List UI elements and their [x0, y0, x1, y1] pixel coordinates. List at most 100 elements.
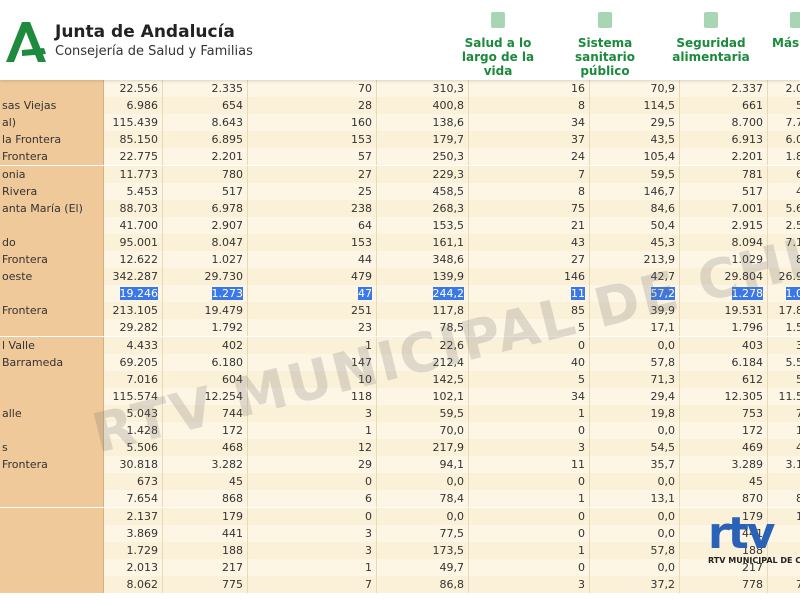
cell: 2.137: [104, 507, 163, 525]
cell: 3.1: [768, 456, 800, 474]
cell-text: 11.5: [778, 389, 800, 403]
cell-text: 85.150: [119, 133, 159, 147]
cell: 45: [680, 473, 768, 491]
cell: 45,3: [590, 233, 680, 251]
cell: 654: [163, 97, 248, 115]
cell: 179,7: [377, 131, 469, 149]
cell-text: 19.246: [119, 287, 158, 301]
cell-text: 780: [222, 167, 243, 181]
cell: 1: [469, 541, 590, 559]
cell: 29.282: [104, 319, 163, 337]
cell: 1: [248, 336, 377, 354]
cell-text: 5.506: [126, 441, 159, 455]
cell: 57: [248, 148, 377, 166]
cell: 54,5: [590, 439, 680, 457]
cell-text: 29: [358, 458, 372, 472]
cell: 29.730: [163, 268, 248, 286]
cell-text: 2.5: [785, 218, 800, 232]
row-name: [0, 285, 104, 303]
cell-text: alle: [2, 406, 22, 420]
cell: 34: [469, 387, 590, 405]
cell-text: 179: [742, 509, 763, 523]
cell: 69.205: [104, 353, 163, 371]
cell: 0,0: [590, 336, 680, 354]
column-header[interactable]: Seguridad alimentaria: [672, 36, 750, 64]
cell-text: 1.796: [731, 321, 764, 335]
cell-text: 50,4: [650, 218, 676, 232]
column-header[interactable]: Salud a lo largo de la vida: [461, 36, 535, 78]
cell: 146,7: [590, 182, 680, 200]
cell-text: 3: [365, 543, 372, 557]
cell-text: 153: [351, 133, 372, 147]
cell-text: 34: [571, 389, 585, 403]
cell: 1.5: [768, 319, 800, 337]
cell: 441: [163, 524, 248, 542]
cell: 11: [469, 285, 590, 303]
cell-text: 251: [351, 304, 372, 318]
cell-text: 57,8: [650, 355, 676, 369]
cell: 102,1: [377, 387, 469, 405]
cell-text: 26.9: [778, 270, 800, 284]
cell: 0: [248, 473, 377, 491]
cell-text: 8: [796, 492, 800, 506]
cell-text: anta María (El): [2, 201, 83, 215]
cell: [768, 473, 800, 491]
cell: 458,5: [377, 182, 469, 200]
cell-text: 517: [742, 184, 763, 198]
cell-text: 400,8: [432, 99, 465, 113]
cell-text: 213,9: [643, 253, 676, 266]
row-name: [0, 80, 104, 97]
cell-text: 5.453: [126, 184, 159, 198]
cell-text: 24: [571, 150, 585, 164]
cell-text: 29,4: [650, 389, 676, 403]
cell: 517: [680, 182, 768, 200]
cell: 59,5: [590, 165, 680, 183]
column-icon: [598, 12, 612, 28]
cell: 612: [680, 370, 768, 388]
cell-text: 1.027: [211, 253, 244, 266]
cell: 0,0: [377, 473, 469, 491]
column-header[interactable]: Sistema sanitario público: [574, 36, 635, 78]
cell-text: 3.1: [785, 458, 800, 472]
cell-text: 34: [571, 116, 585, 130]
cell-text: 479: [351, 270, 372, 284]
cell-text: 7: [796, 406, 800, 420]
cell-text: 69.205: [119, 355, 159, 369]
cell-text: 12.305: [724, 389, 764, 403]
cell: 44: [248, 251, 377, 268]
cell: 7.7: [768, 114, 800, 132]
cell: 86,8: [377, 575, 469, 593]
cell: 29.804: [680, 268, 768, 286]
column-icon: [704, 12, 718, 28]
row-name: onia: [0, 165, 104, 183]
row-name: Frontera: [0, 148, 104, 166]
cell: 6.180: [163, 353, 248, 371]
cell-text: 70,0: [439, 424, 465, 437]
cell-text: 868: [222, 492, 243, 506]
cell: 217: [163, 558, 248, 576]
cell-text: onia: [2, 167, 26, 181]
cell: 1.029: [680, 251, 768, 268]
cell-text: 86,8: [439, 577, 465, 591]
row-name: [0, 473, 104, 491]
cell: 117,8: [377, 302, 469, 320]
cell: 78,4: [377, 490, 469, 508]
cell: 0: [469, 558, 590, 576]
cell: 43: [469, 233, 590, 251]
column-header[interactable]: Más t: [772, 36, 800, 50]
cell-text: 3.289: [731, 458, 764, 472]
cell: 3: [248, 524, 377, 542]
cell: 6.913: [680, 131, 768, 149]
cell: 3.282: [163, 456, 248, 474]
cell-text: 342.287: [112, 270, 159, 284]
cell: 2.0: [768, 80, 800, 97]
cell-text: 1.428: [126, 424, 159, 437]
cell-text: 17.8: [778, 304, 800, 318]
cell: 5: [469, 319, 590, 337]
cell: 28: [248, 97, 377, 115]
cell-text: 21: [571, 218, 585, 232]
cell-text: 6.0: [785, 133, 800, 147]
cell-text: 7: [796, 577, 800, 591]
cell: 348,6: [377, 251, 469, 268]
cell-text: 7: [578, 167, 585, 181]
